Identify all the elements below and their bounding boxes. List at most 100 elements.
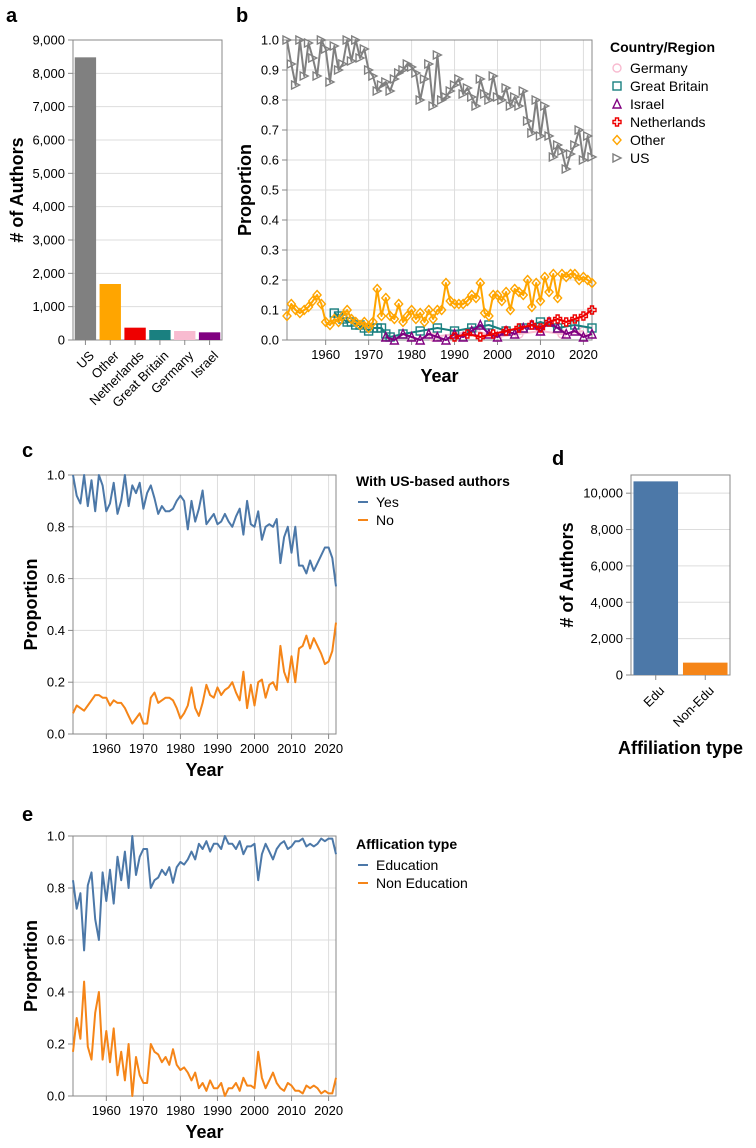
y-tick-label: 1.0 — [261, 33, 279, 48]
data-point — [380, 292, 391, 304]
data-point — [514, 286, 524, 298]
data-point — [527, 320, 537, 330]
data-point — [471, 292, 481, 304]
data-point — [467, 91, 478, 103]
data-point — [501, 286, 512, 298]
data-point — [570, 139, 581, 151]
y-tick-label: 0.6 — [261, 153, 279, 168]
data-point — [316, 298, 327, 310]
series-line-us — [286, 39, 593, 170]
data-point — [346, 313, 357, 325]
y-tick-label: 0.6 — [47, 571, 65, 586]
legend-symbol — [612, 134, 622, 146]
plot-frame — [630, 474, 731, 676]
x-tick-label: 1960 — [92, 741, 121, 756]
data-point — [398, 316, 408, 328]
data-point — [544, 317, 554, 327]
x-tick-label: 2000 — [240, 741, 269, 756]
data-point — [539, 271, 550, 283]
data-point — [410, 313, 421, 325]
data-point — [355, 52, 366, 64]
data-point — [423, 327, 434, 339]
bar-israel — [198, 332, 221, 340]
data-point — [561, 163, 572, 175]
y-tick-label: 0.8 — [47, 519, 65, 534]
legend-label: Israel — [630, 96, 664, 112]
y-tick-label: 6,000 — [32, 133, 65, 148]
data-point — [561, 317, 571, 327]
data-point — [342, 304, 353, 316]
data-point — [411, 67, 422, 79]
data-point — [424, 58, 435, 70]
data-point — [565, 148, 577, 160]
data-point — [325, 76, 336, 88]
data-point — [419, 316, 430, 328]
x-tick-label: 2010 — [277, 1103, 306, 1118]
data-point — [325, 319, 335, 331]
data-point — [333, 316, 344, 328]
y-tick-label: 0.1 — [261, 303, 279, 318]
data-point — [368, 70, 379, 82]
legend-symbol — [612, 81, 622, 91]
data-point — [397, 327, 409, 339]
data-point — [337, 310, 348, 322]
y-tick-label: 2,000 — [32, 266, 65, 281]
x-tick-label: 1990 — [440, 347, 469, 362]
y-tick-label: 0.2 — [47, 1037, 65, 1052]
y-tick-label: 7,000 — [32, 99, 65, 114]
y-tick-label: 0.8 — [261, 93, 279, 108]
data-point — [346, 55, 358, 67]
data-point — [303, 37, 315, 49]
data-point — [462, 295, 473, 307]
data-point — [544, 130, 555, 142]
data-point — [367, 316, 378, 328]
legend-symbol — [612, 117, 622, 127]
data-point — [531, 94, 542, 106]
data-point — [586, 327, 598, 339]
data-point — [505, 100, 516, 112]
data-point — [505, 304, 516, 316]
y-axis-title: # of Authors — [7, 137, 27, 242]
y-tick-label: 9,000 — [32, 33, 65, 48]
data-point — [454, 73, 465, 85]
data-point — [462, 82, 473, 94]
data-point — [544, 286, 554, 298]
data-point — [453, 298, 464, 310]
data-point — [282, 310, 292, 322]
data-point — [548, 268, 559, 280]
y-tick-label: 4,000 — [590, 595, 623, 610]
x-axis-title: Year — [185, 760, 223, 780]
bar-edu — [633, 481, 679, 675]
data-point — [320, 43, 332, 55]
y-tick-label: 0.7 — [261, 123, 279, 138]
data-point — [514, 100, 525, 112]
data-point — [492, 330, 503, 342]
data-point — [462, 329, 473, 339]
x-tick-label: 2020 — [569, 347, 598, 362]
x-tick-label: 1970 — [129, 1103, 158, 1118]
data-point — [402, 310, 413, 322]
data-point — [440, 333, 452, 345]
y-axis-title: Proportion — [235, 144, 255, 236]
legend-label: Germany — [630, 60, 688, 76]
data-point — [294, 307, 305, 319]
x-axis-title: Year — [420, 366, 458, 386]
x-tick-label: 1970 — [129, 741, 158, 756]
y-tick-label: 0.0 — [47, 727, 65, 742]
data-point — [587, 277, 597, 289]
legend-title: Country/Region — [610, 39, 715, 55]
data-point — [372, 283, 383, 295]
data-point — [350, 316, 361, 328]
data-point — [574, 274, 585, 286]
data-point — [441, 277, 451, 289]
data-point — [509, 283, 520, 295]
plot-frame — [72, 474, 337, 735]
data-point — [380, 330, 391, 342]
bar-netherlands — [124, 327, 146, 340]
panel-label-c: c — [22, 440, 33, 462]
y-tick-label: 0.4 — [47, 985, 65, 1000]
data-point — [406, 330, 417, 342]
bar-non-edu — [682, 662, 728, 675]
panel-e-line-chart: 1960 1970 1980 1990 2000 2010 2020 0.0 0.2 0.4 0.6… — [21, 829, 468, 1143]
